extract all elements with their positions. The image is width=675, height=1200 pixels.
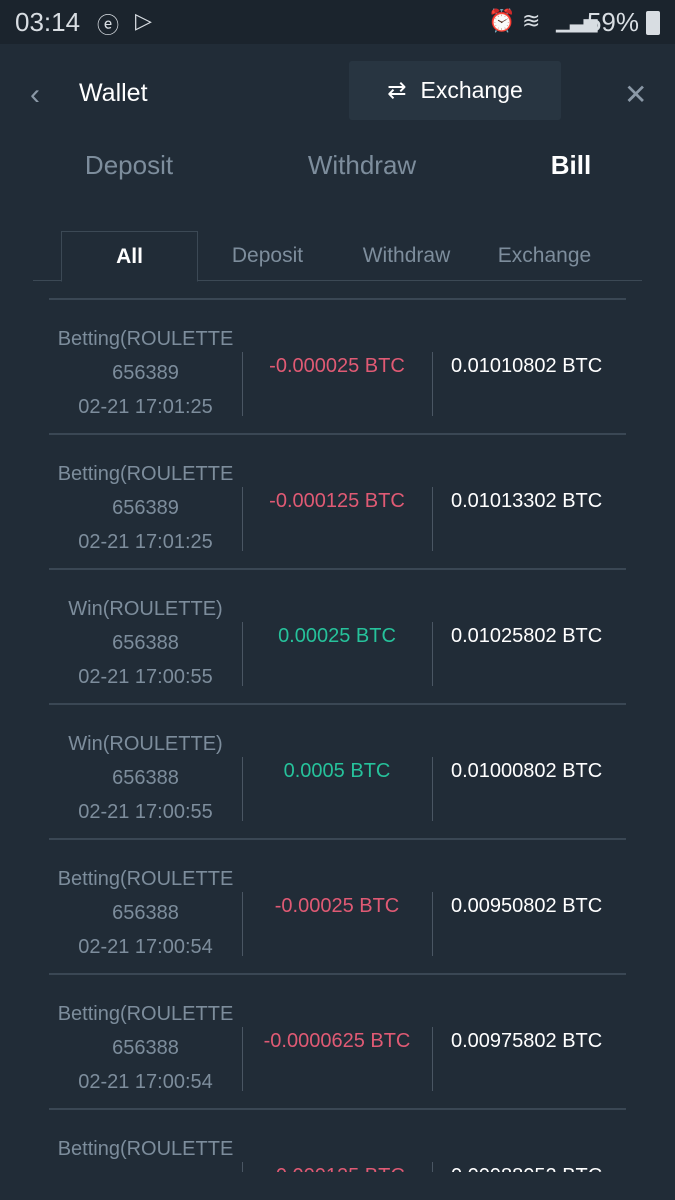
divider <box>242 1162 243 1172</box>
bill-time: 02-21 17:00:54 <box>78 1071 213 1093</box>
signal-icon: ▁▃▅ <box>556 12 598 32</box>
bill-amount: -0.0000625 BTC <box>263 1030 411 1052</box>
subtab-exchange[interactable]: Exchange <box>497 244 592 267</box>
divider <box>242 892 243 956</box>
subtab-withdraw[interactable]: Withdraw <box>362 244 451 267</box>
bill-info: Win(ROULETTE) 656388 02-21 17:00:55 <box>49 592 242 694</box>
table-row[interactable]: Betting(ROULETTE 656389 02-21 17:01:25 -… <box>49 298 626 433</box>
divider <box>242 352 243 416</box>
battery-percent: 59% <box>586 7 639 37</box>
divider <box>242 757 243 821</box>
subtab-deposit[interactable]: Deposit <box>231 244 304 267</box>
alarm-icon: ⏰ <box>488 8 516 33</box>
divider <box>432 892 433 956</box>
bill-type: Betting(ROULETTE <box>57 868 234 890</box>
table-row[interactable]: Betting(ROULETTE 656388 02-21 17:00:54 -… <box>49 838 626 973</box>
bill-id: 656388 <box>112 632 179 654</box>
divider <box>432 487 433 551</box>
bill-balance: 0.01013302 BTC <box>451 490 603 512</box>
table-row[interactable]: Win(ROULETTE) 656388 02-21 17:00:55 0.00… <box>49 703 626 838</box>
bill-type: Win(ROULETTE) <box>68 598 223 620</box>
divider <box>432 622 433 686</box>
tab-bill[interactable]: Bill <box>550 150 592 180</box>
bill-type: Betting(ROULETTE <box>57 463 234 485</box>
divider <box>432 1162 433 1172</box>
bill-time: 02-21 17:01:25 <box>78 531 213 553</box>
bill-info: Betting(ROULETTE 656388 02-21 17:00:54 <box>49 997 242 1099</box>
table-row[interactable]: Betting(ROULETTE 656389 02-21 17:01:25 -… <box>49 433 626 568</box>
exchange-label: Exchange <box>420 77 523 103</box>
bill-id: 656389 <box>112 497 179 519</box>
bill-amount: -0.000125 BTC <box>242 1165 432 1172</box>
bill-id: 656388 <box>112 1037 179 1059</box>
bill-amount: -0.00025 BTC <box>274 895 400 917</box>
swap-arrows-icon: ⇄ <box>387 77 407 103</box>
filter-tabs: All Deposit Withdraw Exchange <box>33 231 642 282</box>
bill-time: 02-21 17:00:55 <box>78 801 213 823</box>
bill-info: Win(ROULETTE) 656388 02-21 17:00:55 <box>49 727 242 829</box>
tab-withdraw[interactable]: Withdraw <box>307 150 417 180</box>
back-chevron-icon[interactable]: ‹ <box>30 78 40 111</box>
table-row[interactable]: Betting(ROULETTE 656388 02-21 17:00:54 -… <box>49 973 626 1108</box>
bill-balance: 0.01000802 BTC <box>451 760 603 782</box>
table-row[interactable]: Win(ROULETTE) 656388 02-21 17:00:55 0.00… <box>49 568 626 703</box>
e-icon: ⓔ <box>97 13 120 38</box>
bill-balance: 0.00975802 BTC <box>451 1030 603 1052</box>
subtab-all[interactable]: All <box>61 231 198 282</box>
bill-id: 656388 <box>49 1166 242 1172</box>
bill-info: Betting(ROULETTE 656388 02-21 17:00:54 <box>49 862 242 964</box>
bill-amount: 0.00025 BTC <box>278 625 396 647</box>
bill-type: Betting(ROULETTE <box>57 1138 234 1160</box>
close-icon[interactable]: ✕ <box>624 79 648 110</box>
exchange-button[interactable]: ⇄ Exchange <box>349 61 561 120</box>
bill-amount: -0.000025 BTC <box>269 355 405 377</box>
tab-deposit[interactable]: Deposit <box>84 150 174 180</box>
bill-info: Betting(ROULETTE 656389 02-21 17:01:25 <box>49 457 242 559</box>
play-store-icon: ▷ <box>135 8 152 33</box>
table-row[interactable]: Betting(ROULETTE 656388 -0.000125 BTC 0.… <box>49 1108 626 1172</box>
bill-info: Betting(ROULETTE 656389 02-21 17:01:25 <box>49 322 242 424</box>
clock: 03:14 <box>15 7 81 37</box>
bill-time: 02-21 17:00:54 <box>78 936 213 958</box>
bill-type: Betting(ROULETTE <box>57 328 234 350</box>
divider <box>242 1027 243 1091</box>
bill-amount: -0.000125 BTC <box>269 490 405 512</box>
bill-time: 02-21 17:00:55 <box>78 666 213 688</box>
bill-balance: 0.00950802 BTC <box>451 895 603 917</box>
bill-balance: 0.01025802 BTC <box>451 625 603 647</box>
divider <box>432 1027 433 1091</box>
divider <box>242 487 243 551</box>
bill-id: 656389 <box>112 362 179 384</box>
bill-list[interactable]: Betting(ROULETTE 656389 02-21 17:01:25 -… <box>49 298 626 1172</box>
bill-id: 656388 <box>112 902 179 924</box>
bill-balance: 0.00988052 BTC <box>451 1165 602 1172</box>
bill-amount: 0.0005 BTC <box>283 760 391 782</box>
bill-type: Betting(ROULETTE <box>57 1003 234 1025</box>
divider <box>432 352 433 416</box>
wifi-icon: ≋ <box>522 8 541 33</box>
bill-type: Win(ROULETTE) <box>68 733 223 755</box>
divider <box>242 622 243 686</box>
divider <box>432 757 433 821</box>
bill-balance: 0.01010802 BTC <box>451 355 603 377</box>
bill-info: Betting(ROULETTE 656388 <box>49 1132 242 1172</box>
bill-id: 656388 <box>112 767 179 789</box>
status-bar: 03:14 ⓔ ▷ ⏰ ≋ ▁▃▅ 59% <box>0 0 675 44</box>
battery-icon <box>646 11 660 35</box>
bill-time: 02-21 17:01:25 <box>78 396 213 418</box>
page-title: Wallet <box>79 79 148 107</box>
